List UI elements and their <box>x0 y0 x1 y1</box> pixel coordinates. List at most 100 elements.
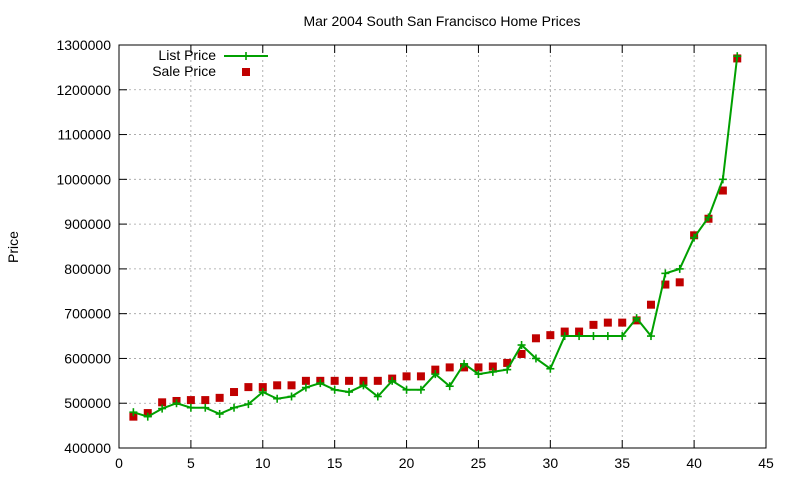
list-price-point <box>531 354 540 363</box>
list-price-point <box>345 388 354 397</box>
list-price-point <box>718 175 727 184</box>
sale-price-point <box>618 318 627 327</box>
list-price-point <box>704 213 713 222</box>
list-price-point <box>560 332 569 341</box>
sale-price-point <box>345 376 354 385</box>
y-tick-label: 1200000 <box>56 82 111 98</box>
sale-price-point <box>589 320 598 329</box>
sale-price-point <box>186 396 195 405</box>
list-price-point <box>316 379 325 388</box>
sale-price-point <box>244 383 253 392</box>
list-price-point <box>143 412 152 421</box>
sale-price-point <box>546 331 555 340</box>
list-price-point <box>675 264 684 273</box>
list-price-point <box>488 367 497 376</box>
x-tick-label: 45 <box>758 455 774 471</box>
list-price-point <box>373 392 382 401</box>
sale-price-point <box>230 388 239 397</box>
sale-price-point <box>129 412 138 421</box>
list-price-line <box>133 56 739 418</box>
y-tick-label: 600000 <box>64 350 111 366</box>
x-tick-label: 15 <box>327 455 343 471</box>
sale-price-point <box>287 381 296 390</box>
sale-price-point <box>431 365 440 374</box>
x-tick-label: 30 <box>543 455 559 471</box>
sale-price-point <box>373 376 382 385</box>
list-price-point <box>474 370 483 379</box>
list-price-point <box>258 388 267 397</box>
list-price-point <box>388 376 397 385</box>
list-price-point <box>618 332 627 341</box>
list-price-point <box>201 403 210 412</box>
sale-price-point <box>718 186 727 195</box>
list-price-point <box>646 332 655 341</box>
sale-price-point <box>603 318 612 327</box>
chart-title: Mar 2004 South San Francisco Home Prices <box>303 13 580 29</box>
legend: List Price Sale Price <box>152 47 268 79</box>
list-price-point <box>129 408 138 417</box>
y-tick-label: 1300000 <box>56 37 111 53</box>
list-price-point <box>603 332 612 341</box>
sale-price-point <box>201 396 210 405</box>
sale-price-point <box>445 363 454 372</box>
list-price-point <box>503 365 512 374</box>
sale-price-point <box>474 363 483 372</box>
x-tick-label: 25 <box>471 455 487 471</box>
list-price-point <box>359 381 368 390</box>
list-price-point <box>158 404 167 413</box>
legend-entry-list-price: List Price <box>158 47 216 63</box>
sale-price-point <box>661 280 670 289</box>
sale-price-point <box>158 398 167 407</box>
list-price-point <box>575 332 584 341</box>
list-price-point <box>215 409 224 418</box>
y-tick-label: 1000000 <box>56 171 111 187</box>
list-price-point <box>273 394 282 403</box>
axes: 0 5 10 15 20 25 30 35 40 45 400000 500000 600000 7000… <box>56 37 774 471</box>
list-price-point <box>460 359 469 368</box>
list-price-point <box>244 400 253 409</box>
list-price-point <box>445 382 454 391</box>
list-price-point <box>416 385 425 394</box>
series-layer <box>129 52 742 421</box>
list-price-point <box>546 364 555 373</box>
legend-sample-sale-price <box>242 68 250 76</box>
grid-lines <box>119 45 766 448</box>
sale-price-point <box>675 278 684 287</box>
sale-price-point <box>503 358 512 367</box>
y-tick-label: 800000 <box>64 261 111 277</box>
sale-price-point <box>301 376 310 385</box>
sale-price-point <box>575 327 584 336</box>
sale-price-point <box>416 372 425 381</box>
list-price-point <box>301 383 310 392</box>
list-price-point <box>733 52 742 61</box>
x-tick-label: 5 <box>187 455 195 471</box>
x-tick-label: 0 <box>115 455 123 471</box>
list-price-point <box>661 269 670 278</box>
sale-price-point <box>258 383 267 392</box>
sale-price-point <box>215 393 224 402</box>
sale-price-point <box>488 362 497 371</box>
list-price-point <box>589 332 598 341</box>
sale-price-point <box>646 300 655 309</box>
y-tick-label: 700000 <box>64 306 111 322</box>
y-tick-label: 900000 <box>64 216 111 232</box>
x-tick-label: 35 <box>614 455 630 471</box>
list-price-point <box>172 399 181 408</box>
sale-price-point <box>273 381 282 390</box>
list-price-point <box>402 385 411 394</box>
sale-price-point <box>531 334 540 343</box>
y-tick-label: 400000 <box>64 440 111 456</box>
sale-price-point <box>517 349 526 358</box>
list-price-point <box>632 314 641 323</box>
y-axis-label: Price <box>5 231 21 263</box>
x-tick-label: 10 <box>255 455 271 471</box>
list-price-point <box>517 341 526 350</box>
list-price-point <box>186 403 195 412</box>
sale-price-point <box>359 376 368 385</box>
legend-sample-list-price <box>224 52 268 60</box>
x-tick-label: 20 <box>399 455 415 471</box>
sale-price-point <box>560 327 569 336</box>
list-price-point <box>690 233 699 242</box>
y-tick-label: 1100000 <box>58 127 112 143</box>
